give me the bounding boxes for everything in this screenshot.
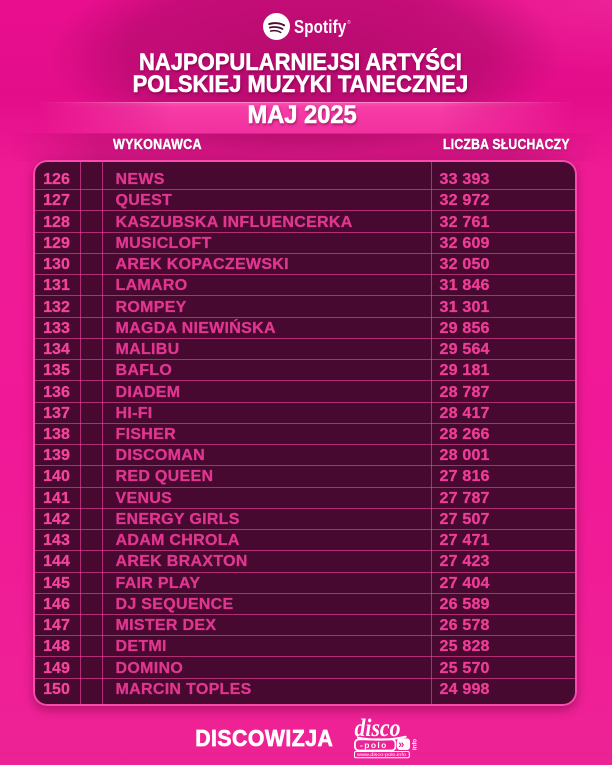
svg-text:www.disco-polo.info: www.disco-polo.info [357,752,407,757]
svg-text:-polo: -polo [360,740,388,750]
svg-text:»: » [398,739,404,751]
svg-text:info: info [413,739,419,750]
